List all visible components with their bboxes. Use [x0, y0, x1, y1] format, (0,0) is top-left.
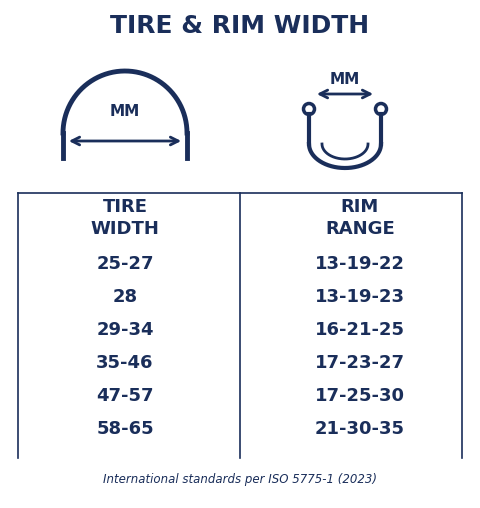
Text: 17-25-30: 17-25-30: [315, 387, 405, 405]
Text: TIRE & RIM WIDTH: TIRE & RIM WIDTH: [110, 14, 370, 38]
Text: 29-34: 29-34: [96, 321, 154, 339]
Text: International standards per ISO 5775-1 (2023): International standards per ISO 5775-1 (…: [103, 473, 377, 487]
Text: 13-19-22: 13-19-22: [315, 255, 405, 273]
Text: 25-27: 25-27: [96, 255, 154, 273]
Text: MM: MM: [110, 104, 140, 118]
Text: 35-46: 35-46: [96, 354, 154, 372]
Text: 16-21-25: 16-21-25: [315, 321, 405, 339]
Text: TIRE
WIDTH: TIRE WIDTH: [91, 198, 159, 238]
Text: MM: MM: [330, 72, 360, 86]
Text: 58-65: 58-65: [96, 420, 154, 438]
Text: 21-30-35: 21-30-35: [315, 420, 405, 438]
Text: 17-23-27: 17-23-27: [315, 354, 405, 372]
Text: RIM
RANGE: RIM RANGE: [325, 198, 395, 238]
Text: 47-57: 47-57: [96, 387, 154, 405]
Text: 13-19-23: 13-19-23: [315, 288, 405, 306]
Text: 28: 28: [112, 288, 138, 306]
